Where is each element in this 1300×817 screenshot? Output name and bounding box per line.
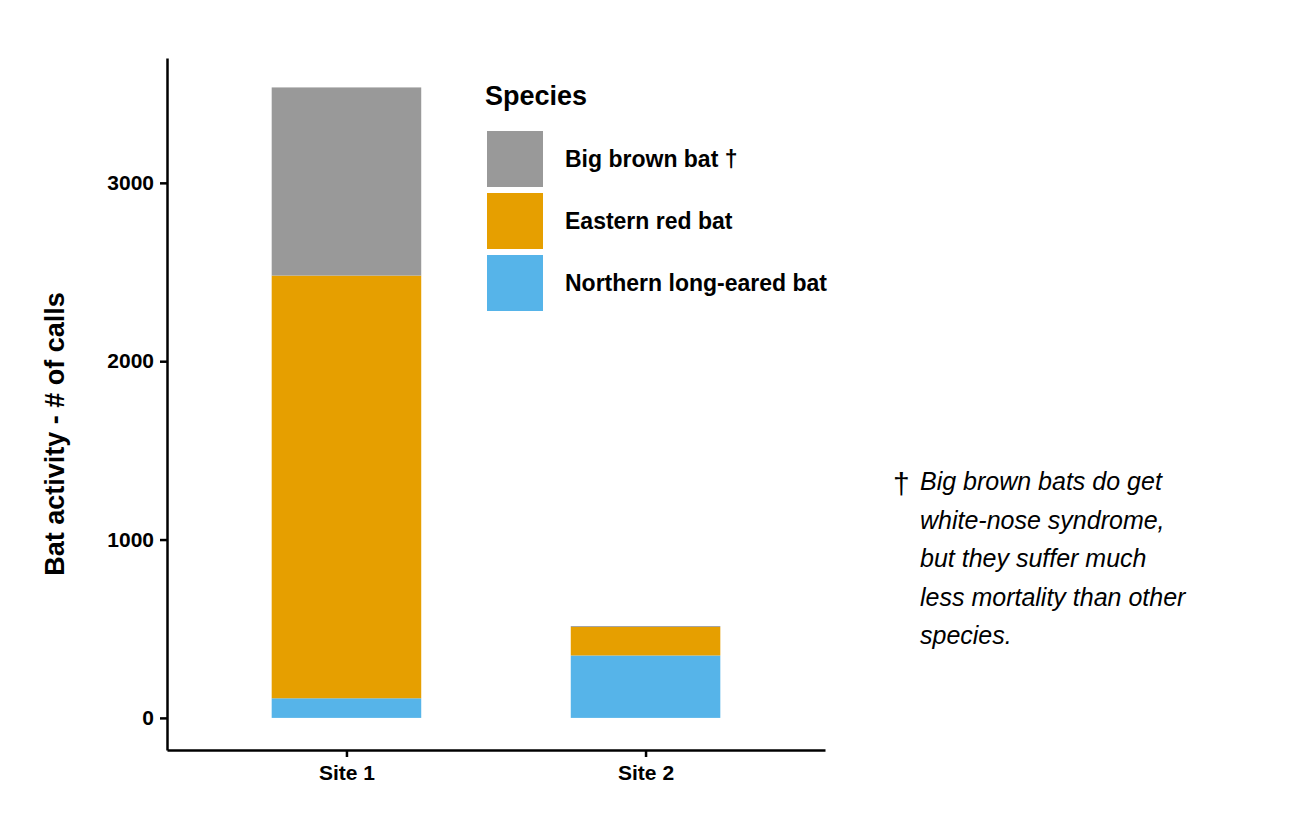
legend-key bbox=[487, 193, 543, 249]
legend-item: Big brown bat † bbox=[487, 131, 738, 187]
y-axis-title: Bat activity - # of calls bbox=[40, 292, 70, 576]
y-axis-line bbox=[166, 59, 169, 751]
legend-item: Northern long-eared bat bbox=[487, 255, 827, 311]
legend-label: Eastern red bat bbox=[565, 208, 733, 234]
y-tick-mark bbox=[160, 360, 167, 363]
legend: Species Big brown bat † Eastern red bat Nor… bbox=[485, 81, 827, 311]
y-tick: 3000 bbox=[107, 171, 167, 194]
footnote-line: Big brown bats do get bbox=[920, 467, 1163, 495]
bars bbox=[272, 87, 721, 717]
footnote-line: species. bbox=[920, 621, 1012, 649]
y-tick-label: 1000 bbox=[107, 528, 154, 551]
legend-title: Species bbox=[485, 81, 587, 111]
bar bbox=[571, 627, 721, 656]
y-axis: 0 1000 2000 3000 bbox=[107, 59, 167, 751]
footnote-line: white-nose syndrome, bbox=[920, 506, 1165, 534]
footnote: † Big brown bats do get white-nose syndrom… bbox=[893, 467, 1187, 649]
footnote-symbol: † bbox=[893, 467, 910, 500]
bar bbox=[272, 698, 422, 718]
legend-item: Eastern red bat bbox=[487, 193, 733, 249]
footnote-line: but they suffer much bbox=[920, 544, 1147, 572]
x-tick-mark bbox=[645, 750, 648, 757]
y-tick-mark bbox=[160, 539, 167, 542]
y-tick-mark bbox=[160, 717, 167, 720]
y-tick-label: 0 bbox=[142, 706, 154, 729]
x-tick-mark bbox=[346, 750, 349, 757]
legend-key bbox=[487, 255, 543, 311]
bar bbox=[272, 87, 422, 275]
legend-key bbox=[487, 131, 543, 187]
bar bbox=[272, 276, 422, 699]
bar bbox=[571, 655, 721, 717]
x-axis: Site 1 Site 2 bbox=[168, 750, 826, 784]
y-tick-mark bbox=[160, 182, 167, 185]
y-tick-label: 2000 bbox=[107, 349, 154, 372]
bar bbox=[571, 626, 721, 628]
x-axis-line bbox=[168, 749, 826, 752]
legend-label: Northern long-eared bat bbox=[565, 270, 827, 296]
x-tick: Site 1 bbox=[319, 750, 375, 784]
x-tick-label: Site 1 bbox=[319, 761, 375, 784]
chart: 0 1000 2000 3000 Site 1 Site 2 Bat activity - … bbox=[0, 0, 1300, 817]
y-tick: 0 bbox=[142, 706, 167, 729]
footnote-line: less mortality than other bbox=[920, 583, 1187, 611]
x-tick-label: Site 2 bbox=[618, 761, 674, 784]
x-tick: Site 2 bbox=[618, 750, 674, 784]
y-tick: 2000 bbox=[107, 349, 167, 372]
y-tick-label: 3000 bbox=[107, 171, 154, 194]
y-tick: 1000 bbox=[107, 528, 167, 551]
legend-label: Big brown bat † bbox=[565, 146, 738, 172]
